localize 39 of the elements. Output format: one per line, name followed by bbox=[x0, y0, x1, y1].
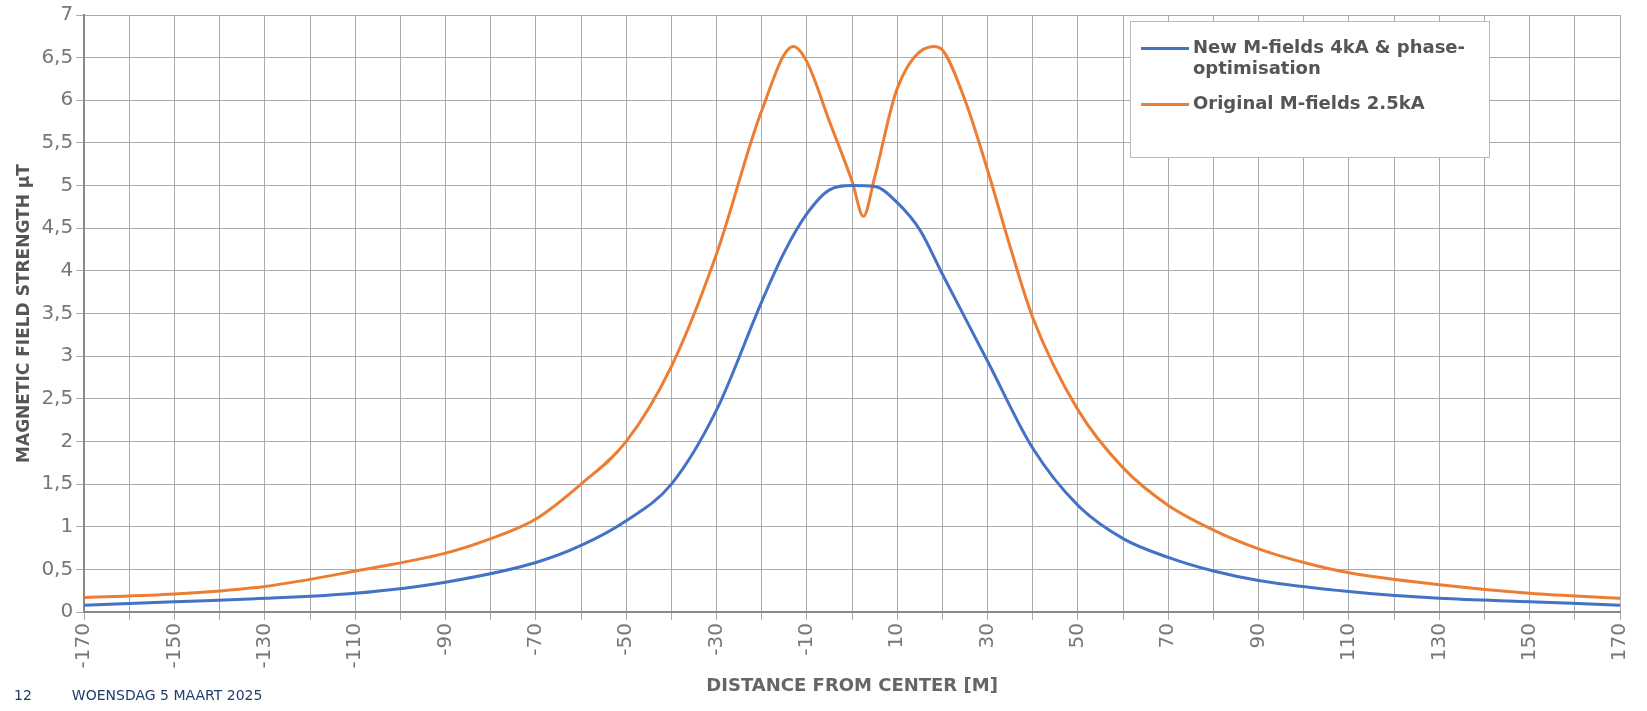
y-tick-label: 4,5 bbox=[41, 214, 74, 239]
y-tick-label: 1,5 bbox=[41, 470, 74, 495]
y-tick-label: 6,5 bbox=[41, 43, 74, 68]
y-tick-label: 2 bbox=[60, 427, 74, 452]
x-tick-label: 90 bbox=[1244, 623, 1269, 649]
x-tick-label: 50 bbox=[1064, 623, 1089, 649]
y-tick-label: 0 bbox=[60, 598, 74, 623]
y-tick-label: 3 bbox=[60, 342, 74, 367]
y-tick-label: 0,5 bbox=[41, 555, 74, 580]
y-tick-label: 5 bbox=[60, 171, 74, 196]
x-tick-label: 70 bbox=[1154, 623, 1179, 649]
text: WOENSDAG 5 MAART 2025 bbox=[71, 687, 263, 703]
y-tick-label: 4 bbox=[60, 257, 74, 282]
x-tick-label: 10 bbox=[883, 623, 908, 649]
x-tick-label: 130 bbox=[1425, 623, 1450, 662]
x-tick-label: 170 bbox=[1606, 623, 1631, 662]
x-tick-label: 150 bbox=[1515, 623, 1540, 662]
text: 12 bbox=[14, 687, 32, 703]
y-tick-label: 1 bbox=[60, 512, 74, 537]
x-tick-label: -10 bbox=[793, 623, 818, 656]
legend-label: Original M-fields 2.5kA bbox=[1193, 92, 1425, 113]
y-tick-label: 7 bbox=[60, 1, 74, 26]
x-tick-label: -130 bbox=[251, 623, 276, 669]
x-tick-label: -90 bbox=[431, 623, 456, 656]
y-tick-label: 3,5 bbox=[41, 299, 74, 324]
x-tick-label: -50 bbox=[612, 623, 637, 656]
y-tick-label: 2,5 bbox=[41, 384, 74, 409]
y-axis-title: MAGNETIC FIELD STRENGTH µT bbox=[12, 163, 33, 463]
x-tick-label: -30 bbox=[702, 623, 727, 656]
x-tick-label: 110 bbox=[1335, 623, 1360, 662]
x-tick-label: -170 bbox=[70, 623, 95, 669]
x-tick-label: -110 bbox=[341, 623, 366, 669]
x-tick-label: 30 bbox=[973, 623, 998, 649]
legend-label: New M-fields 4kA & phase-optimisation bbox=[1193, 36, 1467, 78]
y-tick-label: 6 bbox=[60, 86, 74, 111]
x-tick-label: -70 bbox=[522, 623, 547, 656]
x-axis-title: DISTANCE FROM CENTER [M] bbox=[706, 673, 998, 695]
x-tick-label: -150 bbox=[160, 623, 185, 669]
y-tick-label: 5,5 bbox=[41, 129, 74, 154]
